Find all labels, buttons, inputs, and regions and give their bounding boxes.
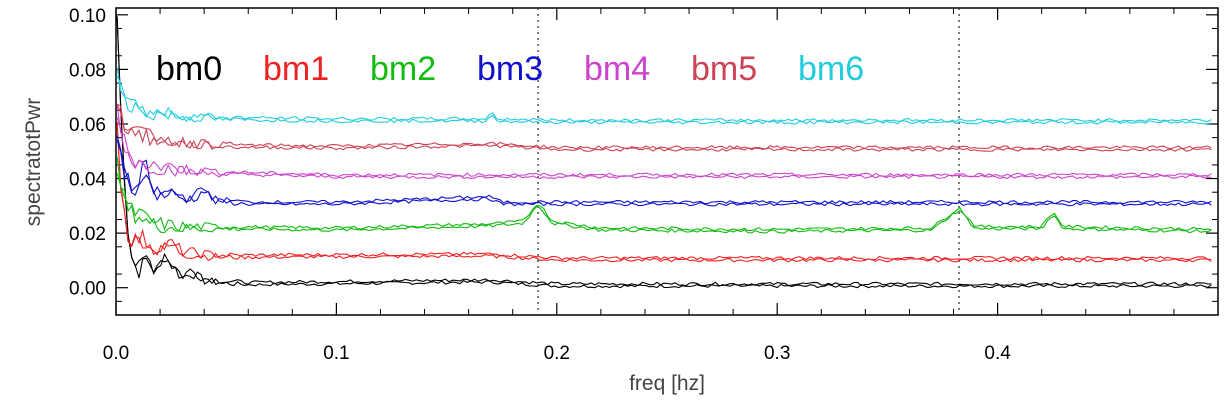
series-line-bm1 [116,121,1212,263]
x-axis-label: freq [hz] [629,372,705,395]
x-tick-label: 0.2 [544,343,570,364]
y-tick-label: 0.02 [69,224,106,245]
y-tick-label: 0.00 [69,279,106,300]
legend-entry-bm0: bm0 [156,50,222,88]
series-line-bm2 [116,172,1212,232]
y-tick-label: 0.10 [69,6,106,27]
series-line-bm3 [116,139,1212,205]
legend-entry-bm1: bm1 [263,50,329,88]
y-axis-label: spectratotPwr [22,98,45,226]
series-line-bm6 [116,67,1212,123]
series-line-bm5 [116,103,1212,152]
legend-entry-bm5: bm5 [691,50,757,88]
y-tick-label: 0.06 [69,115,106,136]
series-line-bm0 [116,16,1212,289]
series-line-bm3 [116,135,1212,207]
x-tick-label: 0.3 [764,343,790,364]
y-tick-label: 0.04 [69,170,106,191]
x-tick-label: 0.1 [323,343,349,364]
legend-entry-bm4: bm4 [584,50,650,88]
series-line-bm1 [116,123,1212,261]
legend-entry-bm6: bm6 [798,50,864,88]
y-tick-label: 0.08 [69,60,106,81]
series-line-bm4 [116,116,1212,180]
x-tick-label: 0.4 [984,343,1011,364]
legend-entry-bm2: bm2 [370,50,436,88]
series-line-bm2 [116,156,1212,234]
legend-entry-bm3: bm3 [477,50,543,88]
series-line-bm5 [116,103,1212,150]
series-line-bm0 [116,16,1212,287]
x-tick-label: 0.0 [103,343,129,364]
series-line-bm4 [116,103,1212,177]
plot-frame [115,7,1219,316]
